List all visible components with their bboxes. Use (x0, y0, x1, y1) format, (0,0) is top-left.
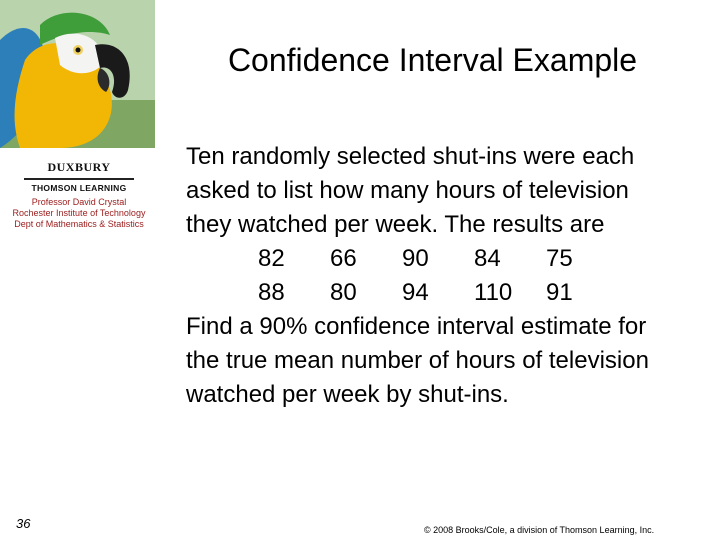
logo-divider (24, 178, 134, 180)
logo-line: Dept of Mathematics & Statistics (14, 219, 144, 229)
data-value: 90 (402, 245, 429, 272)
intro-line: Ten randomly selected shut-ins were each (186, 143, 635, 170)
data-value: 75 (546, 245, 573, 272)
data-row: 82 66 90 84 75 (186, 242, 706, 276)
intro-line: asked to list how many hours of televisi… (186, 177, 629, 204)
data-value: 80 (330, 279, 357, 306)
logo-brand: DUXBURY (47, 160, 111, 174)
copyright-notice: © 2008 Brooks/Cole, a division of Thomso… (424, 525, 655, 535)
question-line: Find a 90% confidence interval estimate … (186, 313, 647, 340)
logo-line: Professor David Crystal (31, 197, 127, 207)
data-value: 88 (258, 279, 285, 306)
data-value: 82 (258, 245, 285, 272)
data-value: 110 (474, 279, 513, 306)
data-value: 91 (546, 279, 573, 306)
slide-body: Ten randomly selected shut-ins were each… (186, 140, 706, 412)
question-line: watched per week by shut-ins. (186, 381, 509, 408)
slide-title: Confidence Interval Example (227, 42, 638, 78)
intro-line: they watched per week. The results are (186, 211, 605, 238)
logo-brand-secondary: THOMSON LEARNING (31, 183, 127, 193)
question-line: the true mean number of hours of televis… (186, 347, 649, 374)
parrot-photo (0, 0, 155, 148)
data-value: 66 (330, 245, 357, 272)
page-number: 36 (16, 516, 31, 531)
data-value: 84 (474, 245, 501, 272)
data-row: 88 80 94 110 91 (186, 276, 706, 310)
logo-line: Rochester Institute of Technology (12, 208, 146, 218)
parrot-image (0, 0, 155, 148)
publisher-logo: DUXBURY THOMSON LEARNING Professor David… (0, 152, 158, 240)
data-value: 94 (402, 279, 429, 306)
